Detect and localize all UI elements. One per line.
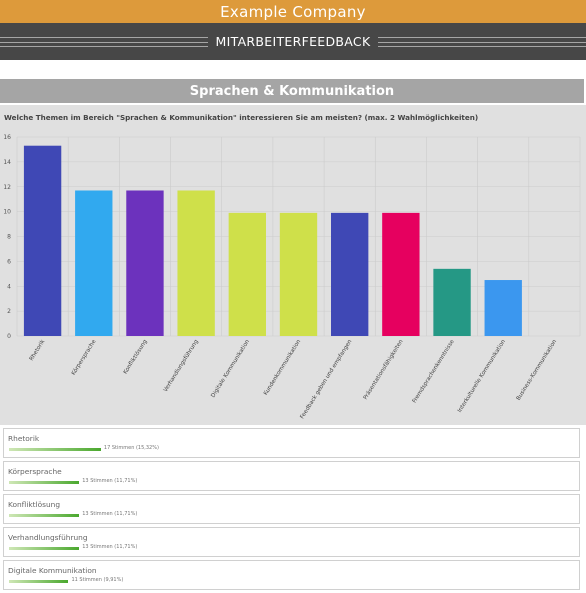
- category-label: Digitale Kommunikation: [210, 338, 251, 398]
- result-card: Konfliktlösung 13 Stimmen (11,71%): [3, 494, 580, 524]
- category-label: Fremdsprachenkenntnisse: [412, 338, 456, 404]
- result-votes: 11 Stimmen (9,91%): [71, 577, 124, 583]
- result-label: Rhetorik: [8, 434, 40, 443]
- result-progress-bar: [9, 514, 80, 517]
- category-label: Business-Kommunikation: [516, 338, 559, 401]
- result-label: Körpersprache: [8, 467, 62, 476]
- result-votes: 13 Stimmen (11,71%): [82, 544, 138, 550]
- bar: [279, 212, 318, 336]
- result-card: Verhandlungsführung 13 Stimmen (11,71%): [3, 527, 580, 557]
- y-tick-label: 4: [7, 283, 11, 290]
- result-label: Verhandlungsführung: [8, 533, 88, 542]
- category-label: Verhandlungsführung: [163, 339, 200, 394]
- category-label: Körpersprache: [71, 338, 98, 376]
- category-label: Interkulturelle Kommunikation: [457, 339, 507, 414]
- bar: [228, 212, 266, 336]
- bar: [126, 190, 164, 336]
- bar: [75, 190, 113, 336]
- y-tick-label: 14: [3, 159, 11, 166]
- y-tick-label: 0: [7, 333, 11, 340]
- bar: [331, 212, 369, 336]
- company-name: Example Company: [220, 2, 366, 21]
- y-tick-label: 8: [7, 234, 11, 241]
- result-card: Rhetorik 17 Stimmen (15,32%): [3, 428, 580, 458]
- bar: [177, 190, 215, 336]
- y-tick-label: 2: [7, 308, 11, 315]
- bar: [433, 268, 471, 336]
- bar: [484, 280, 522, 336]
- bar: [382, 212, 420, 336]
- bar: [23, 145, 62, 336]
- results-list: Rhetorik 17 Stimmen (15,32%) Körpersprache…: [3, 428, 580, 593]
- section-title: Sprachen & Kommunikation: [0, 79, 584, 103]
- result-votes: 13 Stimmen (11,71%): [82, 478, 138, 484]
- result-votes: 13 Stimmen (11,71%): [82, 511, 138, 517]
- result-card: Körpersprache 13 Stimmen (11,71%): [3, 461, 580, 491]
- category-label: Feedback geben und empfangen: [299, 339, 353, 421]
- result-label: Konfliktlösung: [8, 500, 61, 509]
- category-label: Rhetorik: [29, 338, 47, 362]
- category-label: Kundenkommunikation: [263, 339, 302, 397]
- y-tick-label: 6: [7, 258, 11, 265]
- result-progress-bar: [9, 448, 101, 451]
- category-label: Konfliktlösung: [123, 339, 149, 376]
- y-tick-label: 10: [3, 209, 11, 216]
- result-progress-bar: [9, 580, 69, 583]
- bar-chart: 0 2 4 6 8 10 12 14 16 Rhetorik Körpersprache Konfli…: [3, 134, 581, 421]
- company-header: Example Company: [0, 0, 586, 23]
- survey-title-bar: MITARBEITERFEEDBACK: [0, 23, 586, 60]
- survey-title: MITARBEITERFEEDBACK: [207, 34, 379, 49]
- result-progress-bar: [9, 547, 80, 550]
- result-label: Digitale Kommunikation: [8, 566, 97, 575]
- y-tick-label: 12: [3, 184, 11, 191]
- result-progress-bar: [9, 481, 80, 484]
- question-text: Welche Themen im Bereich "Sprachen & Kom…: [4, 113, 479, 122]
- result-card: Digitale Kommunikation 11 Stimmen (9,91%): [3, 560, 580, 590]
- category-label: Präsentationsfähigkeiten: [363, 338, 405, 400]
- result-votes: 17 Stimmen (15,32%): [103, 445, 159, 451]
- y-tick-label: 16: [3, 134, 11, 141]
